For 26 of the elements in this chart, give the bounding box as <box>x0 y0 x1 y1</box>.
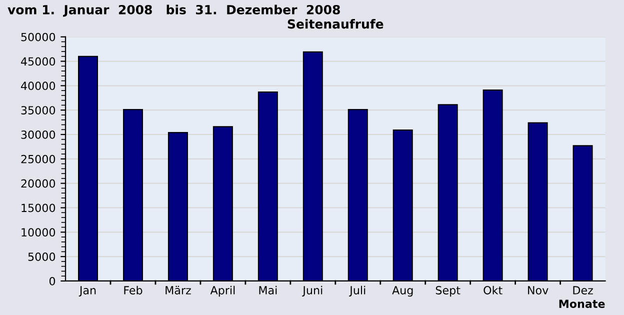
x-tick-label: Juni <box>302 286 322 297</box>
x-tick-label: Feb <box>124 286 142 294</box>
x-tick-label: Juli <box>349 286 366 297</box>
text: vom 1. Januar 2008 bis 31. Dezember 2008 <box>8 4 340 17</box>
x-tick-label: Nov <box>528 286 548 294</box>
x-axis-title: Monate <box>559 300 605 308</box>
chart-title: Seitenaufrufe <box>288 19 384 29</box>
y-tick-label: 30000 <box>21 130 56 139</box>
y-tick-label: 50000 <box>21 32 56 42</box>
y-tick-label: 40000 <box>20 82 56 90</box>
y-tick-label: 0 <box>49 276 56 286</box>
y-tick-label: 45000 <box>20 57 56 66</box>
x-tick-label: Okt <box>484 286 502 294</box>
y-tick-label: 20000 <box>21 179 56 188</box>
y-tick-label: 10000 <box>22 228 56 237</box>
y-tick-label: 25000 <box>21 154 56 164</box>
x-tick-label: März <box>166 286 191 294</box>
x-tick-label: Dez <box>573 286 593 294</box>
x-tick-label: Aug <box>392 286 413 297</box>
y-tick-label: 15000 <box>22 204 56 212</box>
x-tick-label: Jan <box>78 286 96 297</box>
y-tick-label: 35000 <box>21 106 56 114</box>
x-tick-label: April <box>210 286 235 297</box>
x-tick-label: Mai <box>259 286 277 294</box>
x-tick-label: Sept <box>436 286 460 297</box>
y-tick-label: 5000 <box>28 252 56 261</box>
